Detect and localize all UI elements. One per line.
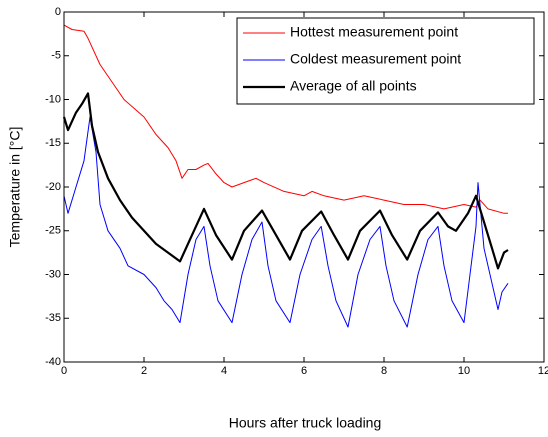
y-tick-label: -35	[45, 312, 61, 324]
x-tick-label: 12	[538, 365, 548, 377]
legend: Hottest measurement point Coldest measure…	[236, 17, 535, 105]
y-tick-label: -40	[45, 356, 61, 368]
y-tick-label: -10	[45, 93, 61, 105]
x-tick-label: 0	[61, 365, 67, 377]
y-tick-label: -15	[45, 137, 61, 149]
x-tick-label: 10	[458, 365, 470, 377]
legend-label: Coldest measurement point	[290, 51, 461, 67]
x-tick-label: 2	[141, 365, 147, 377]
plot-frame	[63, 11, 545, 363]
series-line	[62, 92, 509, 270]
y-tick-label: -5	[51, 50, 61, 62]
legend-label: Average of all points	[290, 78, 417, 94]
x-tick-label: 6	[301, 365, 307, 377]
y-axis-label: Temperature in [°C]	[7, 127, 23, 248]
series-line	[63, 116, 509, 328]
y-tick-label: -30	[45, 268, 61, 280]
x-tick-label: 8	[381, 365, 387, 377]
y-tick-label: -25	[45, 225, 61, 237]
y-tick-label: -20	[45, 181, 61, 193]
legend-label: Hottest measurement point	[290, 24, 458, 40]
x-tick-label: 4	[221, 365, 227, 377]
x-axis-label: Hours after truck loading	[229, 415, 382, 431]
y-tick-label: 0	[55, 6, 61, 18]
series-line	[63, 24, 508, 214]
legend-box	[236, 17, 535, 105]
